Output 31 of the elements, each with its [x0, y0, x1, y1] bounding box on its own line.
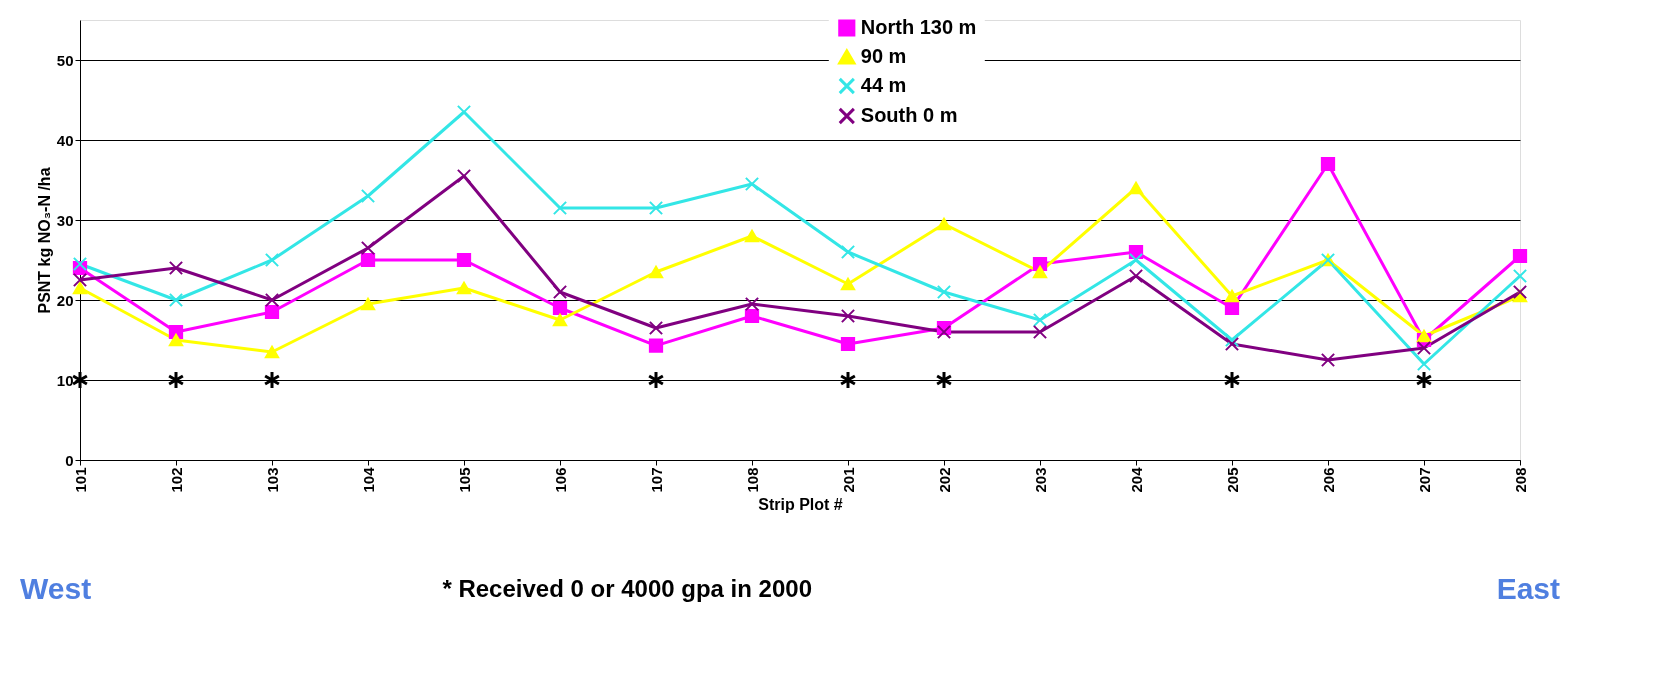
x-tick-label: 106 [551, 467, 569, 493]
x-tick-label: 206 [1319, 467, 1337, 493]
x-tick-label: 104 [359, 466, 377, 493]
y-tick-label: 40 [56, 131, 74, 149]
y-tick-label: 0 [65, 451, 74, 469]
x-tick-label: 205 [1223, 467, 1241, 493]
x-tick-label: 103 [263, 467, 281, 493]
legend-label: South 0 m [860, 104, 958, 126]
x-tick-label: 203 [1031, 467, 1049, 493]
y-tick-label: 30 [56, 211, 74, 229]
x-tick-label: 102 [167, 467, 185, 493]
text: East [1496, 572, 1560, 605]
text: * Received 0 or 4000 gpa in 2000 [442, 575, 812, 602]
x-tick-label: 204 [1127, 466, 1145, 493]
y-tick-label: 20 [56, 291, 74, 309]
x-tick-label: 208 [1511, 467, 1529, 493]
text: West [20, 572, 92, 605]
y-tick-label: 50 [56, 51, 74, 69]
y-tick-label: 10 [56, 371, 74, 389]
x-tick-label: 105 [455, 467, 473, 493]
x-tick-label: 108 [743, 467, 761, 493]
x-tick-label: 207 [1415, 467, 1433, 493]
x-tick-label: 101 [71, 467, 89, 493]
y-axis-title: PSNT kg NO₃-N /ha [35, 167, 53, 314]
x-tick-label: 201 [839, 467, 857, 493]
x-tick-label: 202 [935, 467, 953, 493]
legend-label: North 130 m [860, 16, 977, 38]
legend-label: 44 m [860, 74, 907, 96]
x-tick-label: 107 [647, 467, 665, 493]
legend-label: 90 m [860, 45, 907, 67]
x-axis-title: Strip Plot # [758, 495, 843, 513]
